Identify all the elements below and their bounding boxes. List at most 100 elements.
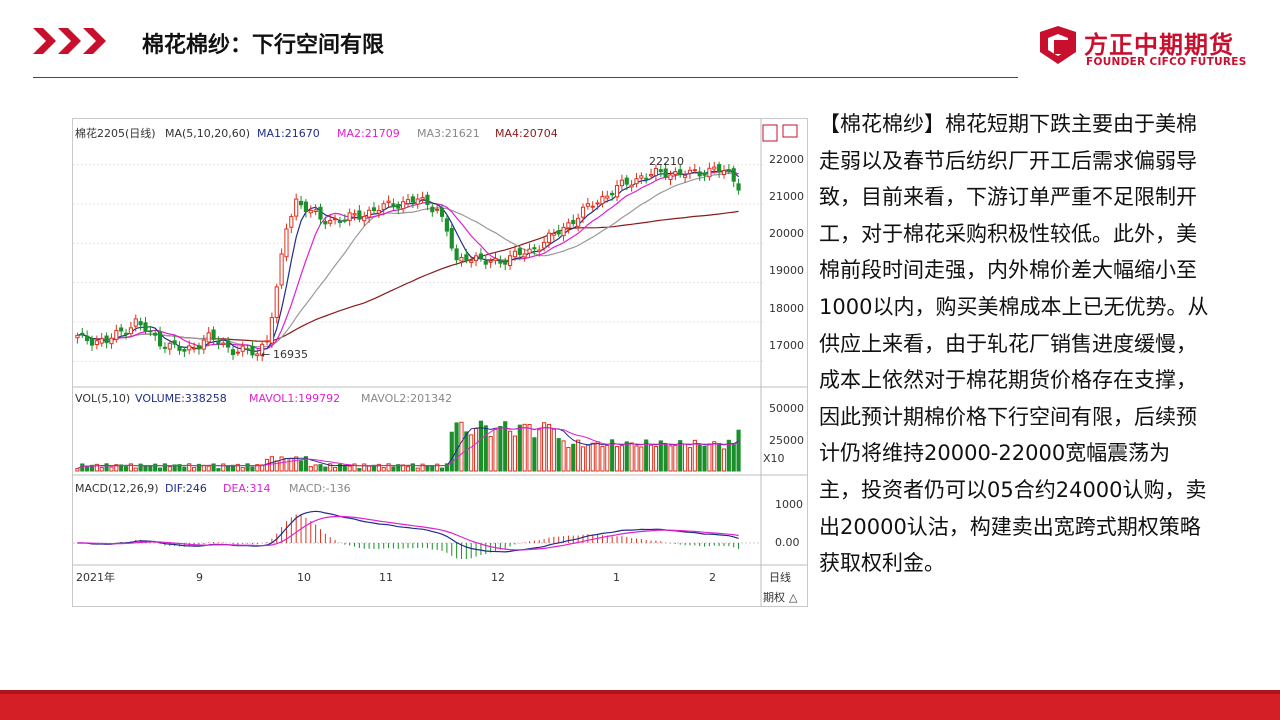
time-label-sep: 9	[196, 571, 203, 584]
candle-body	[245, 348, 250, 351]
volume-bar	[196, 463, 202, 472]
macd-histogram	[81, 514, 740, 560]
ma-params-label: MA(5,10,20,60)	[165, 127, 250, 140]
volume-bar	[328, 463, 333, 472]
logo-text-en: FOUNDER CIFCO FUTURES	[1086, 56, 1247, 68]
candle-body	[687, 169, 693, 174]
candle-body	[595, 202, 600, 205]
candle-body	[522, 253, 527, 258]
volume-bar	[707, 443, 712, 472]
volume-bar	[624, 441, 629, 472]
candle-body	[478, 253, 483, 259]
candle-body	[347, 212, 352, 221]
chart-canvas: 棉花2205(日线) MA(5,10,20,60) MA1:21670 MA2:…	[73, 119, 807, 606]
volume-bar	[415, 467, 420, 472]
volume-bar	[469, 434, 474, 472]
triangle-up-icon[interactable]: △	[789, 591, 798, 604]
candle-body	[143, 322, 148, 332]
volume-bar	[629, 442, 634, 472]
candle-body	[172, 340, 177, 345]
ma3-line	[77, 172, 739, 348]
volume-bar	[391, 466, 396, 472]
volume-bar	[546, 423, 552, 472]
cotton-futures-chart: 棉花2205(日线) MA(5,10,20,60) MA1:21670 MA2:…	[72, 118, 808, 607]
candle-body	[493, 257, 498, 262]
volume-bar	[619, 445, 624, 472]
candle-body	[527, 248, 532, 254]
candle-body	[274, 286, 279, 318]
volume-bar	[157, 467, 163, 472]
volume-bar	[542, 422, 547, 472]
candle-body	[420, 196, 425, 200]
candle-body	[318, 206, 323, 220]
candle-body	[473, 255, 479, 261]
time-label-dec: 12	[491, 571, 505, 584]
toolbar-toggle-icon[interactable]	[762, 124, 778, 142]
candle-body	[221, 342, 226, 345]
candle-body	[464, 254, 469, 261]
candle-body	[289, 216, 294, 228]
candle-body	[386, 200, 391, 204]
volume-bar	[717, 442, 722, 472]
candle-body	[269, 317, 274, 344]
volume-bar	[493, 428, 498, 472]
price-tick-20000: 20000	[769, 227, 804, 240]
toolbar-window-icon[interactable]	[782, 124, 798, 138]
candle-body	[683, 174, 688, 178]
volume-bar	[376, 463, 381, 472]
volume-bar	[230, 464, 236, 472]
volume-bar	[639, 446, 644, 472]
candle-body	[177, 346, 182, 351]
candle-body	[391, 203, 396, 208]
candle-body	[410, 196, 415, 203]
low-arrow-icon: ←	[261, 348, 270, 361]
candle-body	[469, 260, 474, 263]
ma1-value: MA1:21670	[257, 127, 320, 140]
candle-body	[673, 171, 678, 176]
candle-body	[167, 342, 172, 350]
volume-bar	[85, 465, 90, 472]
candle-body	[182, 348, 187, 352]
volume-bar	[396, 464, 401, 472]
candle-body	[576, 217, 581, 227]
volume-bar	[342, 464, 347, 472]
candle-body	[619, 179, 624, 187]
candle-body	[114, 330, 119, 340]
volume-bar	[532, 437, 537, 472]
candle-body	[498, 260, 503, 264]
candle-body	[449, 228, 454, 249]
volume-bar	[517, 424, 522, 472]
macd-tick-zero: 0.00	[775, 536, 800, 549]
ma2-value: MA2:21709	[337, 127, 400, 140]
volume-bar	[444, 463, 449, 472]
candle-body	[104, 335, 109, 344]
macd-tick-1000: 1000	[775, 498, 803, 511]
candle-body	[401, 201, 406, 210]
price-tick-19000: 19000	[769, 264, 804, 277]
candle-body	[488, 260, 493, 263]
candle-body	[439, 208, 445, 217]
analysis-paragraph: 【棉花棉纱】棉花短期下跌主要由于美棉走弱以及春节后纺织厂开工后需求偏弱导致，目前…	[819, 112, 1209, 576]
volume-bar	[595, 441, 600, 472]
candle-body	[731, 168, 736, 182]
volume-bar	[357, 468, 362, 472]
candle-body	[284, 228, 289, 258]
volume-bar	[313, 464, 318, 472]
macd-label: MACD(12,26,9)	[75, 482, 159, 495]
volume-bar	[245, 463, 250, 472]
volume-bar	[274, 460, 279, 472]
volume-bar	[240, 467, 245, 472]
candle-body	[371, 207, 377, 212]
footer-bar	[0, 690, 1280, 720]
volume-bar	[80, 463, 85, 472]
volume-bar	[187, 463, 192, 472]
volume-bar	[337, 463, 343, 472]
candle-body	[415, 198, 420, 205]
volume-bar	[167, 466, 172, 472]
candlestick-series	[75, 161, 741, 362]
candle-body	[726, 169, 731, 172]
candle-body	[454, 248, 459, 261]
volume-bar	[323, 466, 328, 472]
mavol1-value: MAVOL1:199792	[249, 392, 340, 405]
volume-bar	[138, 463, 143, 472]
